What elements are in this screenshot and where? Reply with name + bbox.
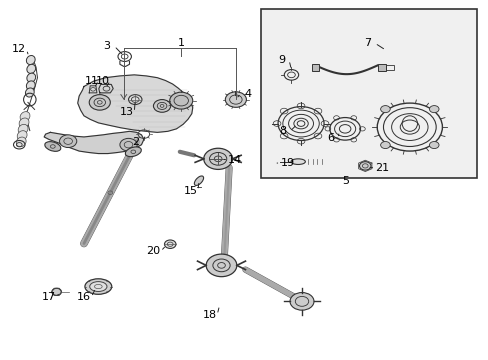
Ellipse shape (20, 112, 30, 121)
Text: 21: 21 (375, 163, 389, 173)
Ellipse shape (17, 131, 27, 140)
Polygon shape (52, 288, 61, 295)
Polygon shape (44, 131, 143, 154)
Circle shape (206, 254, 236, 277)
Circle shape (120, 138, 137, 151)
Ellipse shape (89, 282, 107, 292)
Text: 10: 10 (96, 76, 110, 86)
Text: 5: 5 (342, 176, 349, 186)
Ellipse shape (26, 55, 35, 64)
Circle shape (380, 105, 389, 113)
Ellipse shape (18, 124, 28, 134)
Circle shape (60, 135, 77, 148)
Circle shape (428, 141, 438, 149)
Ellipse shape (125, 147, 141, 157)
Circle shape (428, 105, 438, 113)
Text: 7: 7 (364, 38, 370, 48)
Circle shape (128, 95, 142, 104)
Bar (377, 64, 386, 71)
Bar (261, 9, 476, 178)
Ellipse shape (290, 159, 305, 165)
Circle shape (359, 162, 370, 170)
Ellipse shape (85, 279, 112, 294)
Text: 1: 1 (177, 38, 184, 48)
Text: 16: 16 (77, 292, 91, 302)
Text: 17: 17 (42, 292, 56, 302)
Text: 6: 6 (326, 133, 334, 143)
Bar (386, 65, 393, 70)
Text: 2: 2 (131, 137, 139, 147)
Circle shape (169, 92, 192, 109)
Text: 4: 4 (244, 89, 251, 99)
Polygon shape (99, 84, 113, 93)
Ellipse shape (27, 64, 36, 73)
Text: 9: 9 (278, 55, 285, 65)
Ellipse shape (25, 88, 34, 97)
Text: 12: 12 (12, 45, 26, 54)
Text: 19: 19 (280, 158, 294, 168)
Text: 3: 3 (103, 41, 110, 51)
Ellipse shape (45, 141, 61, 151)
Circle shape (89, 95, 110, 110)
Circle shape (225, 92, 246, 107)
Ellipse shape (27, 73, 36, 82)
Circle shape (153, 100, 170, 112)
Circle shape (164, 240, 176, 248)
Text: 13: 13 (120, 107, 134, 117)
Ellipse shape (19, 118, 29, 128)
Circle shape (289, 293, 313, 310)
Ellipse shape (194, 176, 203, 185)
Circle shape (52, 288, 61, 295)
Ellipse shape (16, 137, 26, 147)
Text: 20: 20 (146, 246, 160, 256)
Text: 15: 15 (183, 186, 198, 195)
Polygon shape (78, 75, 192, 132)
Bar (311, 64, 318, 71)
Polygon shape (89, 86, 97, 93)
Circle shape (380, 141, 389, 149)
Ellipse shape (26, 81, 35, 90)
Circle shape (203, 148, 232, 170)
Text: 11: 11 (84, 76, 99, 86)
Text: 18: 18 (203, 310, 217, 320)
Text: 8: 8 (279, 126, 286, 136)
Text: 14: 14 (227, 154, 242, 165)
